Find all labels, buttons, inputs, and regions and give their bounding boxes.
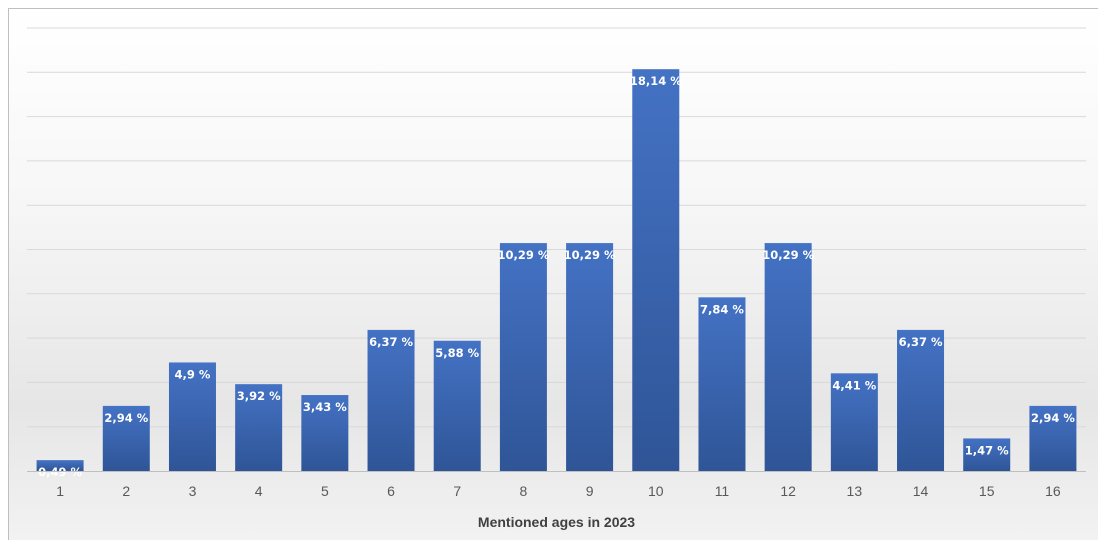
bar-14 [897, 329, 945, 471]
x-tick-label-14: 14 [913, 483, 929, 499]
bars [36, 69, 1077, 471]
x-tick-label-5: 5 [321, 483, 329, 499]
x-tick-label-1: 1 [56, 483, 64, 499]
bar-13 [830, 373, 878, 471]
x-tick-label-10: 10 [648, 483, 664, 499]
x-tick-labels: 1 2 3 4 5 6 7 8 9 10 11 12 13 14 15 16 [56, 483, 1061, 499]
data-label-16: 2,94 % [1031, 411, 1075, 425]
bar-4 [235, 384, 283, 471]
bar-15 [963, 438, 1011, 471]
bar-6 [367, 329, 415, 471]
data-labels: 0,49 % 2,94 % 4,9 % 3,92 % 3,43 % 6,37 % 5,88 … [38, 74, 1075, 479]
bar-16 [1029, 405, 1077, 471]
x-tick-label-7: 7 [453, 483, 461, 499]
data-label-6: 6,37 % [369, 335, 413, 349]
data-label-8: 10,29 % [497, 248, 549, 262]
x-tick-label-12: 12 [780, 483, 796, 499]
x-tick-label-6: 6 [387, 483, 395, 499]
bar-12 [764, 243, 812, 471]
bar-11 [698, 297, 746, 471]
data-label-9: 10,29 % [564, 248, 616, 262]
x-tick-label-16: 16 [1045, 483, 1061, 499]
bar-7 [433, 340, 481, 471]
data-label-2: 2,94 % [104, 411, 148, 425]
data-label-7: 5,88 % [435, 346, 479, 360]
data-label-11: 7,84 % [700, 302, 744, 316]
x-tick-label-15: 15 [979, 483, 995, 499]
x-tick-label-2: 2 [122, 483, 130, 499]
data-label-10: 18,14 % [630, 74, 682, 88]
data-label-14: 6,37 % [899, 335, 943, 349]
bar-2 [102, 405, 150, 471]
x-axis-title: Mentioned ages in 2023 [478, 514, 635, 530]
bar-5 [301, 395, 349, 471]
bar-1 [36, 460, 84, 471]
data-label-3: 4,9 % [175, 367, 211, 381]
bar-10 [632, 69, 680, 471]
data-label-12: 10,29 % [762, 248, 814, 262]
x-tick-label-4: 4 [255, 483, 263, 499]
x-tick-label-3: 3 [189, 483, 197, 499]
data-label-1: 0,49 % [38, 465, 82, 479]
x-tick-label-11: 11 [715, 483, 730, 499]
x-tick-label-13: 13 [847, 483, 863, 499]
bar-8 [499, 243, 547, 471]
x-tick-label-8: 8 [520, 483, 528, 499]
bar-3 [168, 362, 216, 471]
data-label-13: 4,41 % [832, 378, 876, 392]
bar-9 [566, 243, 614, 471]
x-tick-label-9: 9 [586, 483, 594, 499]
data-label-4: 3,92 % [237, 389, 281, 403]
data-label-15: 1,47 % [965, 443, 1009, 457]
data-label-5: 3,43 % [303, 400, 347, 414]
